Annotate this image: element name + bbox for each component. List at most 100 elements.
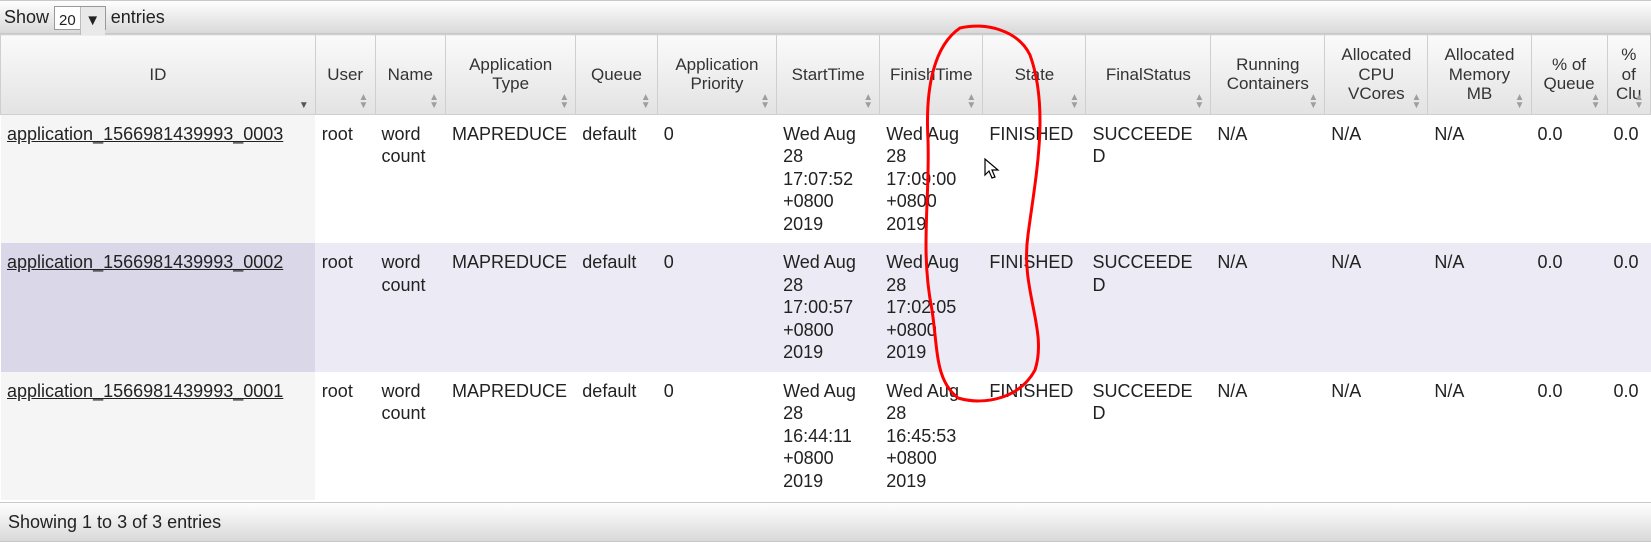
column-label: ID	[7, 65, 309, 85]
column-label: Application Type	[452, 55, 569, 94]
column-header-queue[interactable]: Queue	[576, 35, 657, 115]
column-header--of-queue[interactable]: % of Queue	[1531, 35, 1607, 115]
cell-user: root	[315, 243, 375, 372]
cell-final: SUCCEEDED	[1086, 372, 1211, 501]
length-prefix: Show	[4, 7, 49, 27]
sort-icon	[863, 94, 873, 110]
sort-icon	[1634, 94, 1644, 110]
cell-mem: N/A	[1428, 372, 1531, 501]
applications-table: ID User Name Application Type Queue Applicati…	[0, 34, 1651, 500]
length-menu-bar: Show 20▼ entries	[0, 0, 1651, 34]
cell-vcores: N/A	[1325, 243, 1428, 372]
column-header-finalstatus[interactable]: FinalStatus	[1086, 35, 1211, 115]
cell-pqueue: 0.0	[1531, 243, 1607, 372]
sort-icon	[359, 94, 369, 110]
column-header-finishtime[interactable]: FinishTime	[880, 35, 983, 115]
cell-pqueue: 0.0	[1531, 372, 1607, 501]
column-header-running-containers[interactable]: Running Containers	[1211, 35, 1325, 115]
cell-start: Wed Aug 28 16:44:11 +0800 2019	[777, 372, 880, 501]
cell-user: root	[315, 372, 375, 501]
cell-pclus: 0.0	[1607, 114, 1650, 243]
column-label: State	[989, 65, 1079, 85]
sort-icon	[1069, 94, 1079, 110]
page-length-value: 20	[55, 12, 80, 29]
column-label: StartTime	[783, 65, 873, 85]
column-label: % of Queue	[1538, 55, 1601, 94]
sort-icon	[1194, 94, 1204, 110]
cell-finish: Wed Aug 28 16:45:53 +0800 2019	[880, 372, 983, 501]
cell-finish: Wed Aug 28 17:02:05 +0800 2019	[880, 243, 983, 372]
column-label: Name	[382, 65, 440, 85]
column-header-id[interactable]: ID	[1, 35, 316, 115]
application-id-link[interactable]: application_1566981439993_0002	[7, 252, 283, 272]
cell-running: N/A	[1211, 372, 1325, 501]
cell-id: application_1566981439993_0003	[1, 114, 316, 243]
column-label: Running Containers	[1217, 55, 1318, 94]
sort-icon	[1591, 94, 1601, 110]
column-header-name[interactable]: Name	[375, 35, 446, 115]
cell-vcores: N/A	[1325, 372, 1428, 501]
chevron-down-icon: ▼	[80, 7, 105, 35]
cell-type: MAPREDUCE	[446, 114, 576, 243]
column-header-application-type[interactable]: Application Type	[446, 35, 576, 115]
sort-icon	[429, 94, 439, 110]
application-id-link[interactable]: application_1566981439993_0001	[7, 381, 283, 401]
sort-icon	[641, 94, 651, 110]
cell-state: FINISHED	[983, 114, 1086, 243]
cell-queue: default	[576, 243, 657, 372]
cell-vcores: N/A	[1325, 114, 1428, 243]
sort-icon	[1515, 94, 1525, 110]
sort-icon	[760, 94, 770, 110]
length-suffix: entries	[111, 7, 165, 27]
page-length-select[interactable]: 20▼	[54, 6, 106, 30]
application-id-link[interactable]: application_1566981439993_0003	[7, 124, 283, 144]
column-label: User	[322, 65, 369, 85]
sort-icon	[299, 102, 309, 110]
table-row: application_1566981439993_0001 rootword c…	[1, 372, 1651, 501]
cell-id: application_1566981439993_0001	[1, 372, 316, 501]
cell-name: word count	[375, 372, 446, 501]
column-header--of-clu[interactable]: % of Clu	[1607, 35, 1650, 115]
table-row: application_1566981439993_0003 rootword c…	[1, 114, 1651, 243]
table-info: Showing 1 to 3 of 3 entries	[0, 502, 1651, 542]
column-header-allocated-memory-mb[interactable]: Allocated Memory MB	[1428, 35, 1531, 115]
cell-start: Wed Aug 28 17:07:52 +0800 2019	[777, 114, 880, 243]
cell-priority: 0	[657, 372, 776, 501]
cell-queue: default	[576, 114, 657, 243]
column-label: Allocated Memory MB	[1434, 45, 1524, 104]
cell-id: application_1566981439993_0002	[1, 243, 316, 372]
column-label: Queue	[582, 65, 650, 85]
cell-user: root	[315, 114, 375, 243]
cell-name: word count	[375, 114, 446, 243]
cell-final: SUCCEEDED	[1086, 114, 1211, 243]
cell-name: word count	[375, 243, 446, 372]
column-header-state[interactable]: State	[983, 35, 1086, 115]
column-label: FinalStatus	[1092, 65, 1204, 85]
cell-pclus: 0.0	[1607, 243, 1650, 372]
cell-finish: Wed Aug 28 17:09:00 +0800 2019	[880, 114, 983, 243]
column-label: Application Priority	[664, 55, 770, 94]
cell-state: FINISHED	[983, 243, 1086, 372]
cell-queue: default	[576, 372, 657, 501]
cell-mem: N/A	[1428, 243, 1531, 372]
sort-icon	[966, 94, 976, 110]
column-header-starttime[interactable]: StartTime	[777, 35, 880, 115]
cell-final: SUCCEEDED	[1086, 243, 1211, 372]
cell-pqueue: 0.0	[1531, 114, 1607, 243]
table-row: application_1566981439993_0002 rootword c…	[1, 243, 1651, 372]
cell-type: MAPREDUCE	[446, 243, 576, 372]
sort-icon	[1308, 94, 1318, 110]
cell-state: FINISHED	[983, 372, 1086, 501]
cell-pclus: 0.0	[1607, 372, 1650, 501]
cell-running: N/A	[1211, 114, 1325, 243]
column-header-user[interactable]: User	[315, 35, 375, 115]
column-label: FinishTime	[886, 65, 976, 85]
column-header-application-priority[interactable]: Application Priority	[657, 35, 776, 115]
cell-priority: 0	[657, 243, 776, 372]
cell-type: MAPREDUCE	[446, 372, 576, 501]
sort-icon	[1411, 94, 1421, 110]
column-header-allocated-cpu-vcores[interactable]: Allocated CPU VCores	[1325, 35, 1428, 115]
column-label: Allocated CPU VCores	[1331, 45, 1421, 104]
table-header-row: ID User Name Application Type Queue Applicati…	[1, 35, 1651, 115]
cell-start: Wed Aug 28 17:00:57 +0800 2019	[777, 243, 880, 372]
